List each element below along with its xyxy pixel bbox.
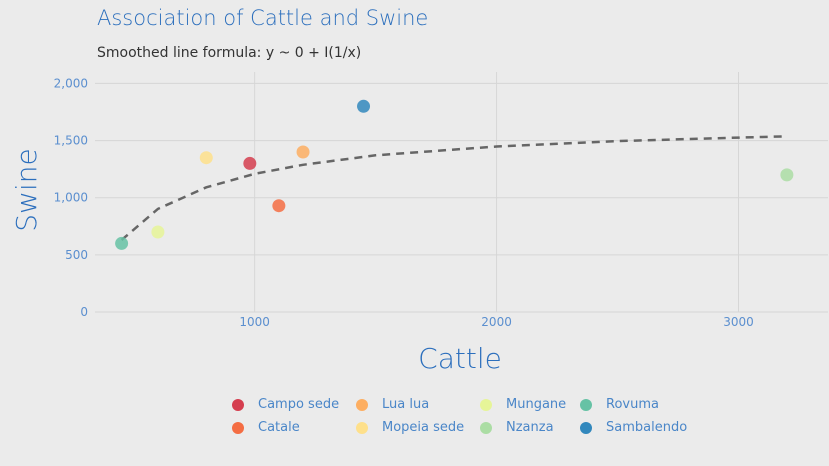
legend-label: Mungane: [506, 397, 567, 412]
grid-lines: [95, 72, 828, 313]
legend-item: Mopeia sede: [356, 420, 464, 435]
y-tick-label: 1,000: [54, 191, 88, 205]
legend-label: Rovuma: [606, 397, 659, 412]
chart-legend: Campo sede Catale Lua lua Mopeia sede Mungan…: [232, 397, 712, 447]
legend-item: Lua lua: [356, 397, 429, 412]
x-tick-label: 2000: [481, 315, 512, 329]
y-axis-title: Swine: [10, 148, 43, 231]
legend-label: Catale: [258, 420, 300, 435]
legend-swatch: [356, 398, 368, 411]
x-tick-labels: 1000 2000 3000: [239, 315, 753, 329]
legend-swatch: [480, 398, 492, 411]
legend-item: Campo sede: [232, 397, 339, 412]
chart-title: Association of Cattle and Swine: [97, 6, 429, 30]
data-point: [296, 145, 310, 159]
data-point: [243, 156, 257, 170]
plot-panel: [95, 72, 828, 312]
smooth-line: [120, 135, 787, 241]
x-tick-label: 1000: [239, 315, 270, 329]
legend-item: Mungane: [480, 397, 566, 412]
data-point: [151, 225, 165, 239]
data-points: [115, 99, 794, 250]
legend-swatch: [232, 421, 244, 434]
legend-label: Lua lua: [382, 397, 430, 412]
y-tick-label: 500: [65, 248, 88, 262]
data-point: [272, 199, 286, 213]
data-point: [115, 236, 129, 250]
chart-subtitle: Smoothed line formula: y ~ 0 + I(1/x): [97, 45, 362, 61]
legend-swatch: [356, 421, 368, 434]
legend-item: Sambalendo: [580, 420, 687, 435]
legend-label: Campo sede: [258, 397, 340, 412]
legend-label: Nzanza: [506, 420, 554, 435]
data-point: [357, 99, 371, 113]
data-point: [780, 168, 794, 182]
data-point: [199, 151, 213, 165]
legend-item: Catale: [232, 420, 300, 435]
legend-label: Mopeia sede: [382, 420, 465, 435]
legend-item: Rovuma: [580, 397, 659, 412]
y-tick-label: 0: [80, 305, 88, 319]
legend-swatch: [580, 398, 592, 411]
legend-swatch: [480, 421, 492, 434]
legend-item: Nzanza: [480, 420, 554, 435]
legend-label: Sambalendo: [606, 420, 688, 435]
y-tick-label: 2,000: [54, 76, 88, 90]
x-tick-label: 3000: [723, 315, 754, 329]
y-tick-label: 1,500: [54, 134, 88, 148]
legend-swatch: [580, 421, 592, 434]
x-axis-title: Cattle: [418, 342, 502, 375]
y-tick-labels: 0 500 1,000 1,500 2,000: [54, 76, 88, 319]
legend-swatch: [232, 398, 244, 411]
